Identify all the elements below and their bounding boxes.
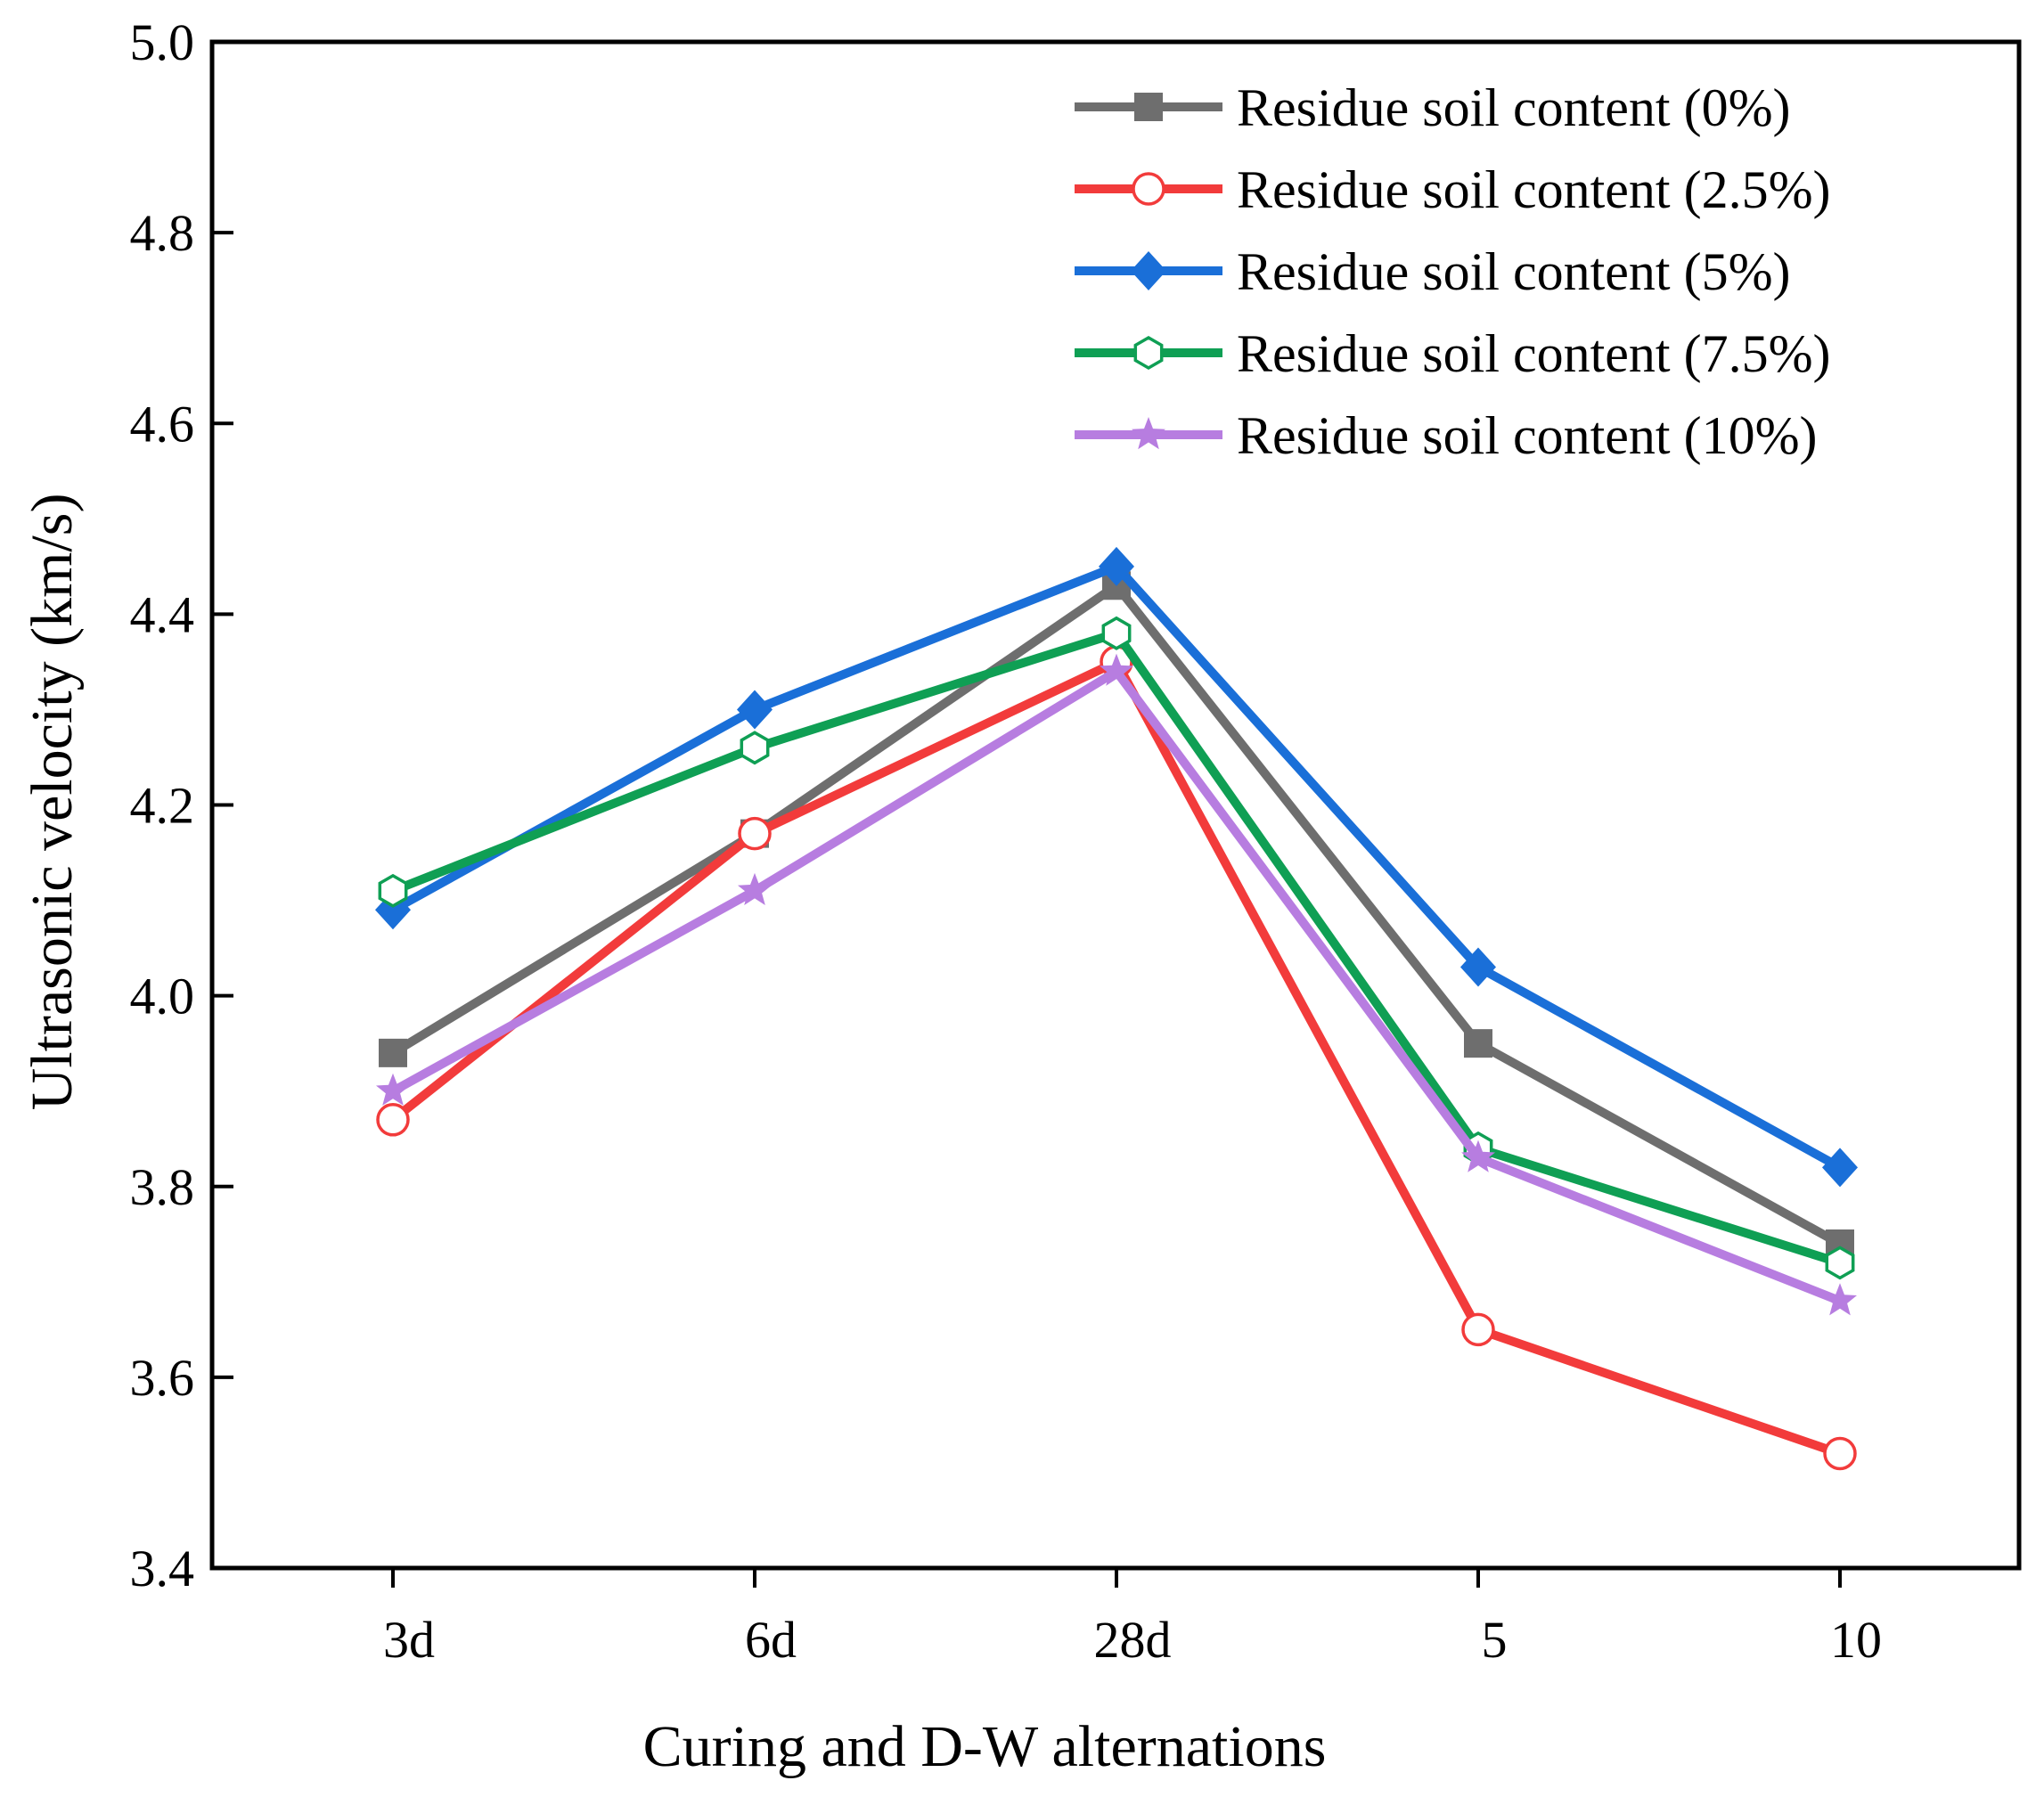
- x-axis: 3d 6d 28d 5 10: [383, 1568, 1882, 1669]
- y-axis: 3.4 3.6 3.8 4.0 4.2 4.4 4.6 4.8 5.0: [130, 13, 233, 1597]
- y-tick-label: 4.0: [130, 968, 195, 1025]
- data-point: [740, 731, 770, 765]
- legend-label: Residue soil content (2.5%): [1237, 160, 1831, 219]
- legend-item: Residue soil content (0%): [1075, 78, 1791, 137]
- legend-marker: [1132, 417, 1165, 450]
- data-point: [378, 873, 408, 908]
- data-point: [737, 690, 773, 730]
- legend-label: Residue soil content (7.5%): [1237, 324, 1831, 383]
- legend-label: Residue soil content (5%): [1237, 242, 1791, 301]
- data-point: [376, 1103, 410, 1137]
- y-tick-label: 3.6: [130, 1349, 195, 1407]
- x-tick-label: 10: [1830, 1611, 1882, 1669]
- legend-marker: [1134, 93, 1163, 121]
- y-tick-label: 4.2: [130, 777, 195, 835]
- data-point: [1461, 1139, 1495, 1172]
- legend-marker: [1131, 251, 1166, 290]
- legend-item: Residue soil content (5%): [1075, 242, 1791, 301]
- y-tick-label: 4.6: [130, 395, 195, 453]
- data-point: [1822, 1148, 1858, 1188]
- series-layer: [375, 546, 1858, 1471]
- x-tick-label: 6d: [745, 1611, 797, 1669]
- legend: Residue soil content (0%) Residue soil co…: [1075, 78, 1831, 465]
- data-point: [376, 1073, 410, 1106]
- data-point: [1825, 1246, 1855, 1280]
- data-point: [738, 872, 772, 905]
- series-4: [376, 653, 1857, 1316]
- data-point: [1823, 1283, 1857, 1316]
- data-point: [379, 1038, 407, 1067]
- y-axis-title: Ultrasonic velocity (km/s): [20, 494, 85, 1111]
- data-point: [1461, 1312, 1495, 1347]
- x-tick-label: 5: [1482, 1611, 1508, 1669]
- legend-item: Residue soil content (7.5%): [1075, 324, 1831, 383]
- legend-item: Residue soil content (2.5%): [1075, 160, 1831, 219]
- data-point: [738, 816, 772, 851]
- data-point: [1460, 947, 1496, 987]
- x-axis-title: Curing and D-W alternations: [643, 1714, 1327, 1779]
- legend-marker: [1132, 172, 1165, 206]
- data-point: [1101, 616, 1132, 650]
- data-point: [1823, 1436, 1857, 1471]
- legend-item: Residue soil content (10%): [1075, 406, 1818, 465]
- data-point: [1099, 546, 1134, 586]
- y-tick-label: 4.4: [130, 585, 195, 643]
- y-tick-label: 4.8: [130, 204, 195, 262]
- x-tick-label: 28d: [1094, 1611, 1172, 1669]
- x-tick-label: 3d: [383, 1611, 435, 1669]
- legend-marker: [1133, 335, 1164, 371]
- plot-area: [209, 39, 2022, 1571]
- legend-label: Residue soil content (0%): [1237, 78, 1791, 137]
- data-point: [1100, 653, 1133, 686]
- data-point: [1464, 1029, 1492, 1058]
- y-tick-label: 5.0: [130, 13, 195, 71]
- legend-label: Residue soil content (10%): [1237, 406, 1818, 465]
- y-tick-label: 3.4: [130, 1540, 195, 1597]
- y-tick-label: 3.8: [130, 1158, 195, 1216]
